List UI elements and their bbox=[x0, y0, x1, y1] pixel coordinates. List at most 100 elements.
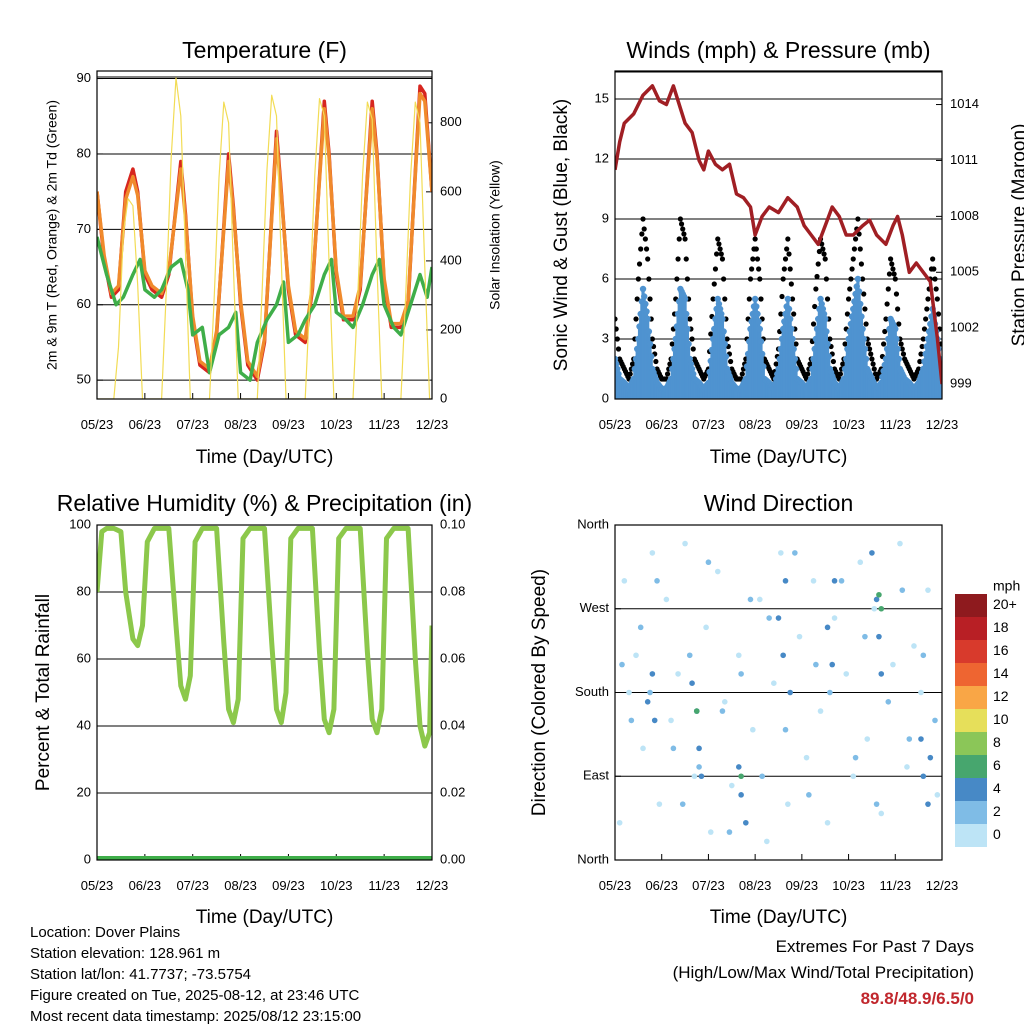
gust-point bbox=[684, 276, 691, 282]
gust-point bbox=[639, 231, 645, 237]
gust-point bbox=[646, 276, 652, 282]
wind-point bbox=[615, 355, 619, 363]
panel1-y2-tick-label: 400 bbox=[440, 252, 462, 267]
panel2-y-tick-label: 12 bbox=[595, 150, 609, 165]
panel2-y2-tick-label: 999 bbox=[950, 376, 972, 391]
direction-point bbox=[925, 801, 931, 807]
wind-point bbox=[642, 300, 649, 308]
gust-point bbox=[787, 266, 793, 272]
gust-point bbox=[883, 316, 889, 322]
direction-point bbox=[766, 615, 772, 621]
wind-point bbox=[858, 313, 865, 320]
wind-point bbox=[643, 308, 650, 315]
gust-point bbox=[635, 276, 641, 282]
gust-point bbox=[923, 316, 929, 322]
gust-point bbox=[789, 296, 796, 302]
wind-point bbox=[722, 353, 730, 360]
station-location: Location: Dover Plains bbox=[30, 924, 181, 941]
legend-swatch bbox=[955, 640, 987, 663]
gust-point bbox=[746, 296, 752, 302]
solar-line bbox=[97, 77, 432, 399]
panel1-series-group bbox=[97, 77, 432, 399]
wind-point bbox=[721, 340, 728, 348]
gust-point bbox=[869, 356, 875, 362]
extremes-box: Extremes For Past 7 Days (High/Low/Max W… bbox=[673, 934, 974, 1012]
gust-point bbox=[805, 371, 811, 377]
legend-label: 10 bbox=[993, 711, 1009, 727]
gust-point bbox=[858, 261, 865, 267]
direction-point bbox=[918, 689, 924, 696]
direction-point bbox=[843, 671, 850, 677]
direction-point bbox=[780, 652, 786, 659]
gust-point bbox=[870, 361, 876, 367]
direction-point bbox=[878, 671, 885, 677]
panel2-y2-tick-label: 1002 bbox=[950, 320, 979, 335]
legend-label: 14 bbox=[993, 665, 1009, 681]
direction-point bbox=[918, 736, 924, 742]
direction-point bbox=[885, 699, 892, 705]
panel4-y-label: Direction (Colored By Speed) bbox=[529, 569, 550, 816]
gust-point bbox=[865, 341, 872, 347]
gust-point bbox=[855, 216, 861, 222]
panel4-y-tick-label: East bbox=[583, 768, 609, 783]
panel3-x-tick-label: 09/23 bbox=[272, 878, 305, 893]
direction-point bbox=[670, 745, 677, 752]
gust-point bbox=[716, 241, 722, 247]
wind-point bbox=[687, 360, 695, 368]
wind-point bbox=[648, 353, 655, 360]
panel2-y-tick-label: 0 bbox=[602, 390, 609, 405]
panel4-frame bbox=[614, 524, 943, 861]
figure-created: Figure created on Tue, 2025-08-12, at 23… bbox=[30, 987, 360, 1004]
wind-point bbox=[817, 295, 824, 303]
gust-point bbox=[822, 256, 828, 262]
panel1-title: Temperature (F) bbox=[182, 37, 347, 63]
wind-point bbox=[640, 293, 648, 300]
direction-point bbox=[621, 578, 628, 584]
direction-point bbox=[735, 652, 742, 659]
wind-point bbox=[818, 300, 825, 308]
gust-point bbox=[773, 361, 779, 367]
panel3-x-tick-label: 08/23 bbox=[224, 878, 257, 893]
panel4-x-label: Time (Day/UTC) bbox=[710, 907, 848, 928]
direction-point bbox=[878, 605, 885, 612]
gust-point bbox=[821, 251, 827, 257]
wind-point bbox=[789, 335, 796, 343]
station-info: Location: Dover Plains Station elevation… bbox=[30, 922, 361, 1027]
rh-line bbox=[97, 525, 432, 749]
legend-label: 8 bbox=[993, 734, 1001, 750]
direction-point bbox=[691, 773, 698, 780]
panel2-x-tick-label: 11/23 bbox=[879, 417, 911, 432]
gust-point bbox=[837, 371, 843, 377]
panel3-plot-area bbox=[97, 525, 432, 860]
gust-point bbox=[930, 256, 936, 262]
gust-point bbox=[881, 341, 887, 347]
gust-point bbox=[899, 346, 905, 352]
panel2-y-tick-label: 9 bbox=[602, 210, 609, 225]
gust-point bbox=[810, 321, 817, 327]
wind-point bbox=[784, 295, 792, 303]
panel3-y2-tick-label: 0.08 bbox=[440, 583, 465, 598]
wind-point bbox=[894, 345, 901, 353]
gust-point bbox=[615, 346, 622, 352]
direction-point bbox=[920, 652, 927, 659]
legend-swatch bbox=[955, 686, 987, 709]
legend-swatch bbox=[955, 617, 987, 640]
legend-label: 0 bbox=[993, 826, 1001, 842]
gust-point bbox=[935, 311, 942, 317]
gust-point bbox=[934, 296, 940, 302]
direction-point bbox=[850, 773, 857, 780]
wind-point bbox=[895, 355, 902, 363]
gust-point bbox=[852, 236, 859, 242]
gust-point bbox=[921, 326, 928, 332]
gust-point bbox=[889, 261, 895, 267]
panel2-x-tick-label: 12/23 bbox=[926, 417, 959, 432]
wind-point bbox=[615, 360, 620, 368]
gust-point bbox=[747, 276, 754, 282]
legend-label: 18 bbox=[993, 619, 1009, 635]
panel3-x-label: Time (Day/UTC) bbox=[196, 907, 334, 928]
direction-point bbox=[764, 838, 770, 845]
direction-point bbox=[864, 736, 871, 742]
gust-point bbox=[615, 336, 620, 342]
direction-point bbox=[911, 643, 917, 649]
legend-label: 2 bbox=[993, 803, 1001, 819]
